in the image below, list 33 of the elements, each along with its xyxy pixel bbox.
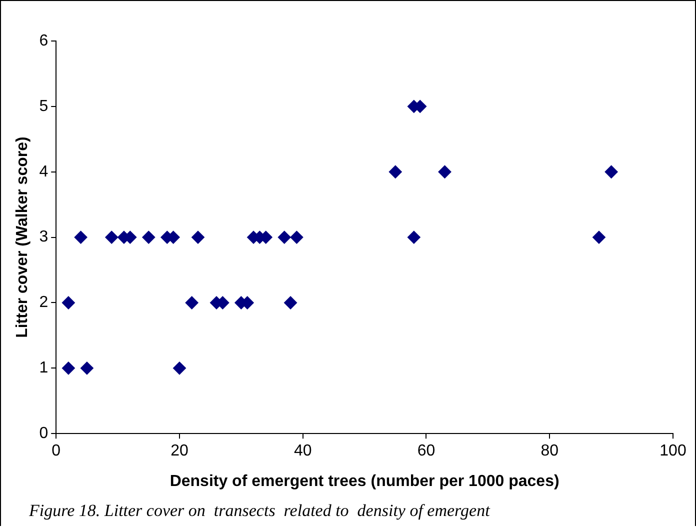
y-tick-label: 4 <box>39 163 48 180</box>
y-tick-label: 1 <box>39 360 48 377</box>
point <box>62 296 75 310</box>
y-tick-label: 2 <box>39 294 48 312</box>
x-tick-label: 80 <box>540 442 559 460</box>
y-tick-label: 3 <box>39 228 48 246</box>
point <box>105 230 118 244</box>
x-tick-label: 0 <box>52 442 61 460</box>
y-tick-label: 5 <box>39 98 48 115</box>
point <box>278 230 291 244</box>
x-tick-label: 20 <box>170 442 188 460</box>
y-tick-label: 6 <box>39 32 48 50</box>
y-tick-label: 0 <box>39 425 48 442</box>
point <box>62 362 75 375</box>
point <box>290 230 304 244</box>
point <box>172 362 186 375</box>
point <box>191 230 204 244</box>
x-tick-label: 40 <box>294 442 312 460</box>
x-axis-title: Density of emergent trees (number per 1000 paces) <box>170 472 560 490</box>
point <box>185 296 198 310</box>
caption: Figure 18. Litter cover on transects related to density of emergent <box>29 501 490 521</box>
point <box>592 230 606 244</box>
point <box>284 296 298 310</box>
point <box>142 230 156 244</box>
point <box>388 165 402 178</box>
point <box>604 165 618 178</box>
x-tick-label: 100 <box>660 442 686 460</box>
x-tick-label: 60 <box>417 442 436 460</box>
point <box>407 230 420 244</box>
point <box>438 165 452 178</box>
y-axis-title: Litter cover (Walker score) <box>14 136 32 338</box>
point <box>80 362 94 375</box>
point <box>74 230 88 244</box>
